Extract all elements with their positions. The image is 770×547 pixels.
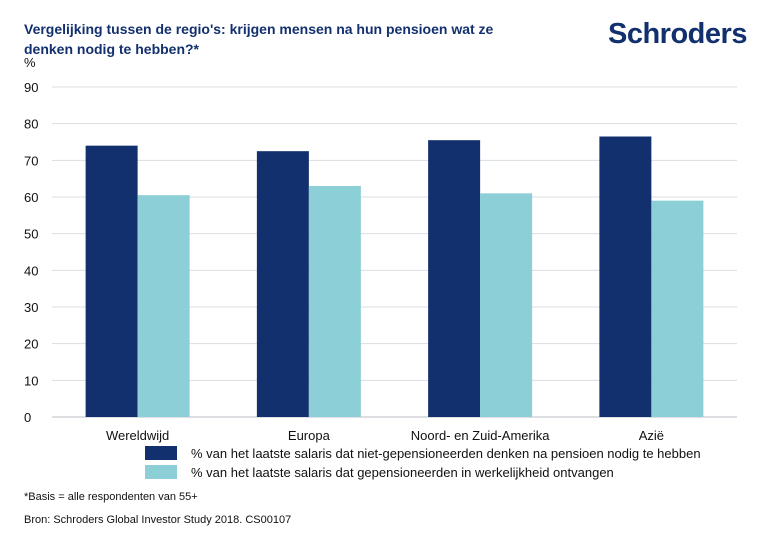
legend-swatch-series-2: [145, 465, 177, 479]
x-tick-label: Noord- en Zuid-Amerika: [411, 428, 550, 443]
legend-item-series-1: % van het laatste salaris dat niet-gepen…: [145, 444, 701, 462]
y-tick-label: 50: [24, 227, 38, 242]
chart-title: Vergelijking tussen de regio's: krijgen …: [24, 21, 494, 57]
y-tick-label: 60: [24, 190, 38, 205]
y-tick-label: 70: [24, 153, 38, 168]
legend-label-series-1: % van het laatste salaris dat niet-gepen…: [191, 445, 701, 461]
y-tick-label: 20: [24, 337, 38, 352]
bar-series-1: [256, 151, 309, 417]
bar-series-2: [480, 193, 533, 417]
bar-series-2: [308, 186, 361, 417]
basis-footnote: *Basis = alle respondenten van 55+: [24, 491, 198, 503]
schroders-logo: Schroders: [608, 18, 747, 50]
y-tick-label: 90: [24, 80, 38, 95]
y-axis-label: %: [24, 55, 36, 70]
bar-series-1: [428, 140, 481, 417]
x-tick-label: Azië: [639, 428, 664, 443]
source-note: Bron: Schroders Global Investor Study 20…: [24, 514, 292, 526]
legend-swatch-series-1: [145, 446, 177, 460]
bar-series-2: [137, 195, 190, 417]
y-tick-label: 80: [24, 117, 38, 132]
legend-item-series-2: % van het laatste salaris dat gepensione…: [145, 463, 614, 481]
x-tick-label: Europa: [288, 428, 331, 443]
y-tick-label: 10: [24, 373, 38, 388]
bar-series-2: [651, 200, 704, 417]
x-tick-label: Wereldwijd: [106, 428, 169, 443]
y-tick-label: 30: [24, 300, 38, 315]
y-tick-label: 0: [24, 410, 31, 425]
legend-label-series-2: % van het laatste salaris dat gepensione…: [191, 464, 614, 480]
bar-chart: % 0 10 20 30 40 50 60 70 80 90 Wereldwijd Europa Noor…: [24, 55, 737, 443]
bar-series-1: [599, 136, 652, 417]
y-tick-label: 40: [24, 263, 38, 278]
bar-series-1: [85, 145, 138, 417]
